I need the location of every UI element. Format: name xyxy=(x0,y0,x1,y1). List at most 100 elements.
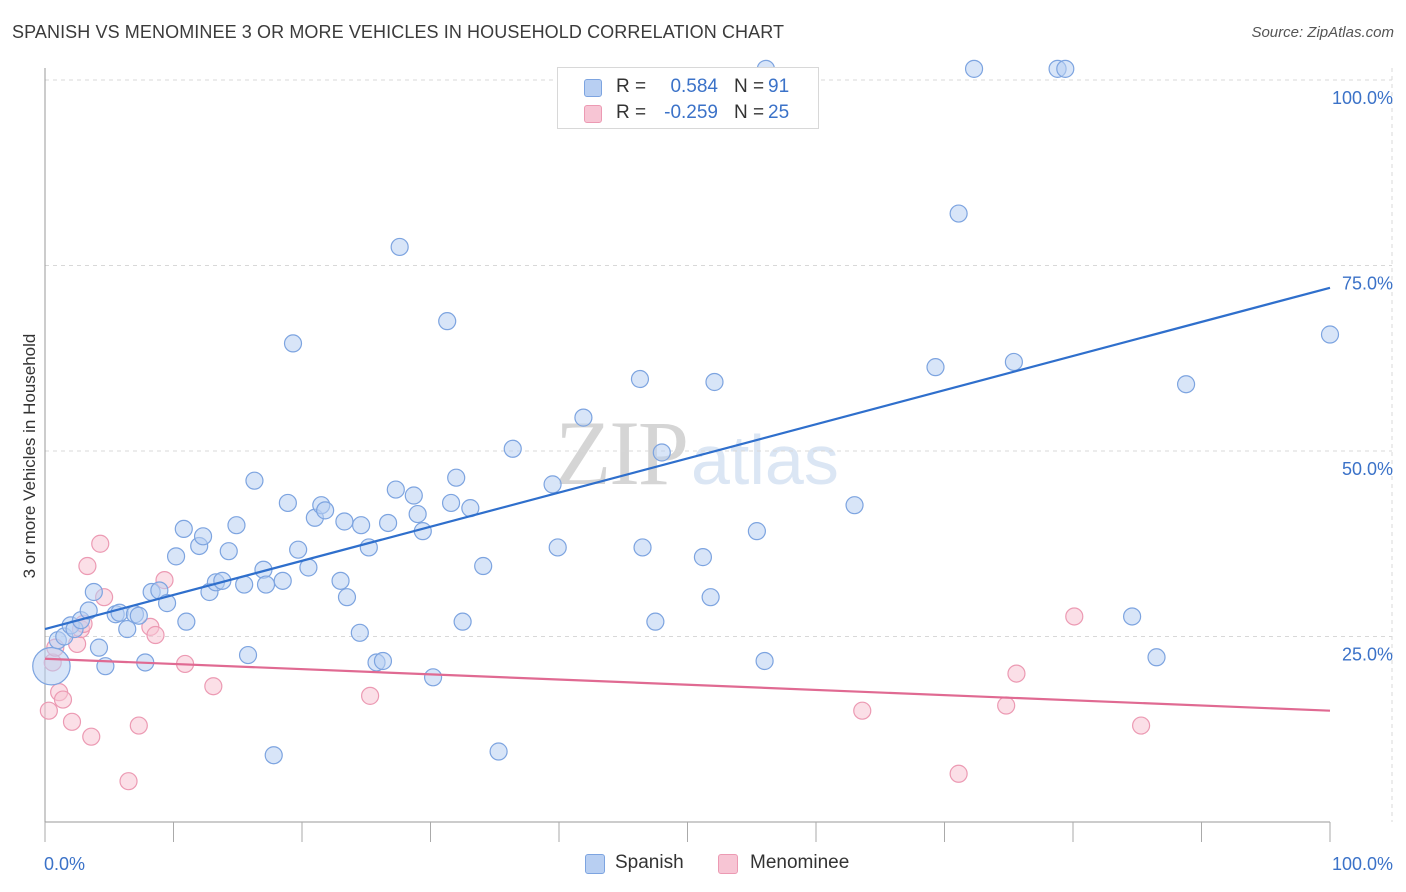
menominee-point xyxy=(1065,607,1084,626)
spanish-point xyxy=(489,742,508,761)
spanish-point xyxy=(438,312,457,331)
spanish-swatch xyxy=(584,79,602,97)
menominee-points xyxy=(39,534,1151,791)
spanish-point xyxy=(337,588,357,607)
spanish-point xyxy=(89,638,109,657)
spanish-point xyxy=(278,493,297,513)
spanish-point xyxy=(174,519,193,539)
spanish-point xyxy=(949,204,968,223)
spanish-point xyxy=(1056,59,1075,78)
spanish-point xyxy=(390,237,409,257)
spanish-trend-line xyxy=(44,286,1331,631)
spanish-point xyxy=(747,522,766,541)
menominee-point xyxy=(1132,716,1151,735)
menominee-point xyxy=(82,727,101,746)
spanish-point xyxy=(1176,375,1196,394)
spanish-point xyxy=(441,493,461,513)
spanish-point xyxy=(373,651,393,671)
spanish-point xyxy=(378,513,398,533)
series-legend: Spanish Menominee xyxy=(0,850,1406,880)
spanish-point xyxy=(1123,607,1142,626)
menominee-point xyxy=(91,534,110,553)
spanish-point xyxy=(701,588,720,607)
menominee-point xyxy=(361,686,380,705)
x-tick-label-start: 0.0% xyxy=(44,854,85,874)
spanish-point xyxy=(633,538,652,557)
spanish-point xyxy=(630,369,650,389)
menominee-r-label: R = xyxy=(616,102,647,123)
menominee-swatch xyxy=(584,105,602,123)
spanish-point xyxy=(219,542,238,561)
spanish-point xyxy=(1147,648,1166,667)
spanish-r-label: R = xyxy=(616,76,647,97)
spanish-point xyxy=(79,601,98,620)
spanish-n-value: 91 xyxy=(768,76,790,97)
spanish-r-value: 0.584 xyxy=(670,76,718,97)
legend-spanish-swatch xyxy=(585,854,605,874)
legend-row-spanish: R = 0.584 N = 91 xyxy=(558,76,818,102)
menominee-n-value: 25 xyxy=(768,102,790,123)
spanish-point xyxy=(652,443,671,462)
axis-labels: 25.0% 50.0% 75.0% 100.0% 0.0% 100.0% xyxy=(44,88,1393,874)
menominee-point xyxy=(997,696,1016,715)
menominee-point xyxy=(853,701,872,720)
spanish-point xyxy=(693,548,713,567)
legend-menominee-swatch xyxy=(718,854,738,874)
menominee-point xyxy=(1007,664,1026,683)
menominee-point xyxy=(62,712,82,731)
spanish-point xyxy=(245,471,264,490)
spanish-point xyxy=(543,475,562,494)
menominee-point xyxy=(146,625,165,645)
x-tick-label-end: 100.0% xyxy=(1332,854,1393,874)
menominee-trend-line xyxy=(44,657,1331,712)
spanish-point xyxy=(335,512,354,531)
trend-lines xyxy=(44,286,1331,712)
y-tick-label: 25.0% xyxy=(1342,645,1393,665)
spanish-point xyxy=(447,468,466,487)
menominee-point xyxy=(204,677,223,696)
menominee-point xyxy=(119,772,138,791)
menominee-r-value: -0.259 xyxy=(664,102,718,123)
spanish-point xyxy=(177,612,196,631)
menominee-point xyxy=(78,556,97,576)
legend-row-menominee: R = -0.259 N = 25 xyxy=(558,102,818,128)
spanish-point xyxy=(129,606,148,625)
y-tick-label: 50.0% xyxy=(1342,459,1393,479)
spanish-point xyxy=(264,746,283,765)
spanish-point xyxy=(316,501,335,520)
spanish-point xyxy=(1004,352,1023,372)
menominee-point xyxy=(949,764,968,783)
y-tick-label: 100.0% xyxy=(1332,88,1393,108)
spanish-point xyxy=(408,504,427,524)
spanish-point xyxy=(84,582,103,602)
spanish-point xyxy=(273,571,292,590)
spanish-point xyxy=(548,538,567,557)
spanish-point xyxy=(352,516,371,535)
spanish-point xyxy=(32,646,71,686)
spanish-point xyxy=(386,480,405,499)
chart-source: Source: ZipAtlas.com xyxy=(1251,24,1394,41)
spanish-point xyxy=(1320,325,1340,344)
chart-title: SPANISH VS MENOMINEE 3 OR MORE VEHICLES … xyxy=(12,22,785,42)
legend-menominee-label: Menominee xyxy=(750,852,850,873)
spanish-point xyxy=(289,540,308,559)
spanish-point xyxy=(646,612,665,631)
menominee-point xyxy=(39,701,58,720)
spanish-point xyxy=(166,547,186,566)
grid-layer xyxy=(45,68,1393,822)
spanish-point xyxy=(474,556,493,576)
spanish-point xyxy=(705,372,724,392)
spanish-point xyxy=(350,623,369,642)
correlation-legend: R = 0.584 N = 91 R = -0.259 N = 25 xyxy=(557,67,819,129)
y-tick-label: 75.0% xyxy=(1342,274,1393,294)
spanish-point xyxy=(238,645,258,665)
spanish-point xyxy=(118,619,137,639)
spanish-point xyxy=(574,408,593,427)
spanish-point xyxy=(423,668,443,687)
spanish-point xyxy=(193,527,213,546)
spanish-points xyxy=(32,59,1340,765)
spanish-point xyxy=(256,575,276,594)
menominee-n-label: N = xyxy=(734,102,765,123)
menominee-point xyxy=(53,690,73,709)
